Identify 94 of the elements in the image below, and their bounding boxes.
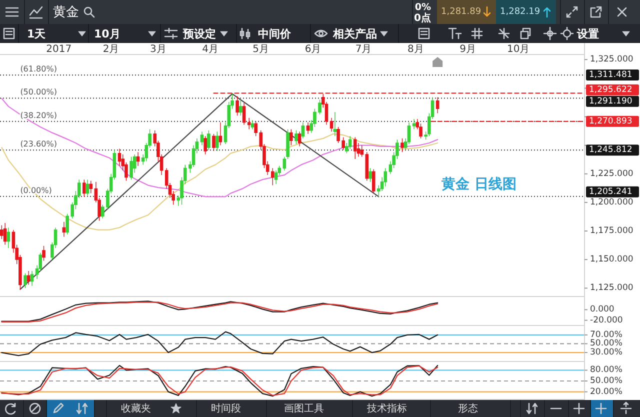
candlestick — [236, 96, 239, 116]
x-tick-label: 3月 — [150, 44, 166, 54]
candlestick — [207, 130, 210, 150]
candlestick — [298, 131, 302, 147]
text: 技术指标 — [366, 402, 407, 414]
text: 时间段 — [211, 402, 241, 414]
candlestick — [239, 99, 242, 116]
candlestick — [3, 222, 7, 246]
candlestick — [294, 130, 298, 144]
candlestick — [353, 136, 357, 160]
candlestick — [82, 179, 86, 198]
y-tick-label: 0.000 — [590, 304, 614, 315]
y-tick-label: 1,125.000 — [590, 283, 634, 294]
candlestick — [348, 136, 352, 150]
y-tick-label: 50.00% — [590, 376, 622, 386]
candlestick — [6, 227, 10, 248]
x-tick-label: 10月 — [506, 44, 530, 54]
text: 黄金 — [53, 4, 79, 20]
candlestick — [86, 179, 90, 196]
candlestick — [290, 128, 293, 146]
candlestick — [384, 168, 388, 187]
line-series — [1, 331, 438, 356]
text: 10月 — [94, 27, 120, 40]
candlestick — [130, 156, 133, 180]
candlestick — [250, 120, 254, 130]
y-tick-label: 1,175.000 — [590, 226, 634, 236]
text: 相关产品 — [332, 27, 377, 40]
ref-line-label: 1,245.812 — [589, 145, 632, 156]
text: 黄金 日线图 — [440, 176, 516, 193]
line-series — [1, 133, 438, 230]
y-tick-label: 70.00% — [590, 330, 622, 340]
candlestick — [368, 168, 372, 182]
text: 1,282.19 — [500, 7, 540, 17]
y-tick-label: 1,200.000 — [590, 197, 634, 208]
candlestick — [30, 270, 34, 286]
text: 收藏夹 — [121, 402, 151, 414]
text: 1天 — [27, 27, 47, 40]
y-tick-label: 50.00% — [590, 338, 622, 349]
candlestick — [200, 131, 204, 146]
x-tick-label: 5月 — [252, 44, 270, 54]
annotation: (38.20%) — [20, 110, 57, 120]
candlestick — [218, 122, 222, 146]
x-tick-label: 9月 — [460, 44, 476, 54]
x-tick-label: 6月 — [304, 44, 322, 54]
text: 画图工具 — [284, 403, 324, 414]
candlestick — [274, 170, 278, 184]
text: 0% — [414, 2, 432, 12]
candlestick — [400, 138, 404, 152]
annotation: 1,295.622 — [589, 84, 632, 95]
annotation: (50.00%) — [20, 87, 57, 96]
text: 中间价 — [258, 27, 292, 40]
x-tick-label: 2017 — [46, 44, 72, 54]
candlestick — [247, 118, 251, 130]
ref-line-label: 1,311.481 — [589, 70, 632, 80]
candlestick — [372, 168, 376, 194]
candlestick — [136, 152, 140, 166]
candlestick — [412, 118, 416, 130]
candlestick — [42, 246, 46, 262]
ref-line-label: 1,291.190 — [589, 96, 632, 106]
text: 预设定 — [182, 27, 216, 40]
candlestick — [419, 123, 422, 139]
y-tick-label: 1,225.000 — [590, 168, 634, 179]
candlestick — [62, 222, 66, 238]
candlestick — [24, 272, 27, 288]
y-tick-label: 30.00% — [590, 348, 622, 358]
x-tick-label: 7月 — [355, 44, 372, 54]
text: 0点 — [414, 12, 431, 24]
candlestick — [89, 180, 93, 194]
candlestick — [333, 112, 337, 136]
x-tick-label: 4月 — [202, 44, 219, 54]
text: 设置 — [576, 27, 599, 40]
y-tick-label: 80.00% — [590, 365, 622, 376]
x-tick-label: 2月 — [102, 44, 120, 54]
y-tick-label: 20.00% — [590, 386, 622, 397]
x-tick-label: 8月 — [408, 44, 424, 54]
candlestick — [26, 270, 30, 286]
candlestick — [215, 131, 219, 152]
candlestick — [436, 96, 440, 114]
ref-line-label: 1,205.241 — [589, 186, 632, 197]
line-series — [1, 98, 438, 198]
annotation: (61.80%) — [20, 64, 57, 74]
annotation: (23.60%) — [20, 139, 57, 148]
y-tick-label: -20.000 — [590, 315, 623, 326]
y-tick-label: 1,150.000 — [590, 254, 634, 265]
y-tick-label: 1,325.000 — [590, 54, 634, 65]
candlestick — [330, 118, 334, 132]
text: 1,281.89 — [441, 7, 482, 17]
candlestick — [306, 122, 310, 134]
text: 形态 — [458, 402, 478, 414]
candlestick — [118, 148, 122, 166]
annotation: 1,270.893 — [589, 116, 632, 126]
candlestick — [301, 122, 305, 139]
candlestick — [204, 136, 207, 155]
candlestick — [212, 134, 216, 152]
